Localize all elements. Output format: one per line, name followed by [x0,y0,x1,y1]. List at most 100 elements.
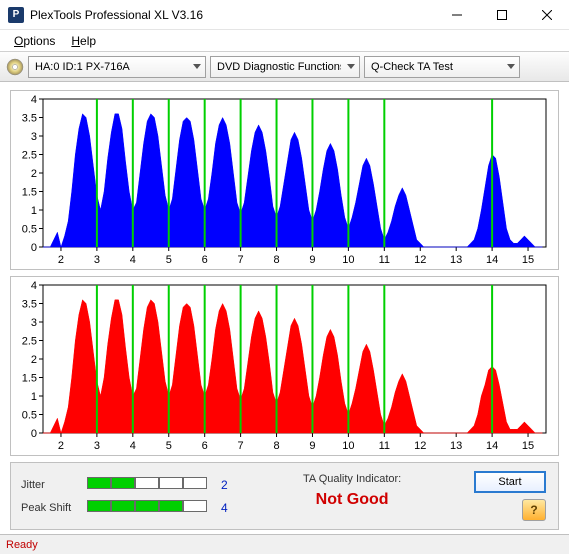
svg-text:0.5: 0.5 [22,224,37,236]
top-chart: 0 0.5 1 1.5 2 2.5 3 3.5 4 2 3 4 5 6 7 8 9 10 11 12 13 14 15 [11,91,556,269]
svg-text:0.5: 0.5 [22,410,37,422]
svg-text:14: 14 [486,440,498,452]
statusbar: Ready [0,534,569,554]
test-dropdown[interactable]: Q-Check TA Test [364,56,520,78]
chevron-down-icon [347,64,355,70]
svg-text:4: 4 [31,280,37,292]
close-button[interactable] [524,0,569,30]
svg-text:1.5: 1.5 [22,373,37,385]
svg-text:5: 5 [166,440,172,452]
ta-indicator-block: TA Quality Indicator: Not Good [303,473,401,509]
peak-shift-label: Peak Shift [21,502,79,514]
device-dropdown[interactable]: HA:0 ID:1 PX-716A [28,56,206,78]
svg-text:8: 8 [273,440,279,452]
svg-text:3: 3 [94,440,100,452]
titlebar: P PlexTools Professional XL V3.16 [0,0,569,30]
svg-text:2: 2 [58,254,64,266]
jitter-label: Jitter [21,479,79,491]
start-button[interactable]: Start [474,471,546,493]
svg-text:0: 0 [31,242,37,254]
svg-text:11: 11 [379,254,390,266]
disc-icon [6,58,24,76]
svg-text:10: 10 [342,254,354,266]
svg-text:9: 9 [309,254,315,266]
metrics-panel: Jitter 2 Peak Shift 4 TA Quality Indicat… [10,462,559,530]
svg-text:3: 3 [31,317,37,329]
svg-text:3: 3 [31,131,37,143]
svg-text:2: 2 [31,168,37,180]
svg-text:11: 11 [379,440,390,452]
svg-text:15: 15 [522,440,534,452]
bar-segment [111,500,135,512]
jitter-bars [87,477,207,492]
bar-segment [87,477,111,489]
svg-text:2.5: 2.5 [22,150,37,162]
svg-text:4: 4 [130,254,136,266]
svg-text:7: 7 [238,440,244,452]
window-title: PlexTools Professional XL V3.16 [30,8,434,22]
svg-text:13: 13 [450,254,462,266]
maximize-icon [497,10,507,20]
chevron-down-icon [507,64,515,70]
peak-shift-bars [87,500,207,515]
app-icon: P [8,7,24,23]
bar-segment [159,500,183,512]
menubar: Options Help [0,30,569,52]
svg-text:6: 6 [202,254,208,266]
svg-text:2: 2 [58,440,64,452]
menu-help-rest: elp [80,34,96,48]
svg-text:12: 12 [414,440,426,452]
svg-text:2: 2 [31,354,37,366]
svg-text:6: 6 [202,440,208,452]
ta-indicator-label: TA Quality Indicator: [303,473,401,485]
bar-segment [87,500,111,512]
svg-text:14: 14 [486,254,498,266]
ta-indicator-value: Not Good [303,491,401,509]
bar-segment [183,500,207,512]
test-dropdown-label: Q-Check TA Test [371,61,501,73]
minimize-icon [452,10,462,20]
help-button[interactable]: ? [522,499,546,521]
top-chart-panel: 0 0.5 1 1.5 2 2.5 3 3.5 4 2 3 4 5 6 7 8 9 10 11 12 13 14 15 [10,90,559,270]
minimize-button[interactable] [434,0,479,30]
svg-text:4: 4 [130,440,136,452]
menu-options[interactable]: Options [6,32,63,50]
status-text: Ready [6,539,38,551]
jitter-row: Jitter 2 [21,477,228,492]
svg-text:12: 12 [414,254,426,266]
toolbar: HA:0 ID:1 PX-716A DVD Diagnostic Functio… [0,52,569,82]
bottom-chart-panel: 00.511.522.533.5423456789101112131415 [10,276,559,456]
bar-segment [183,477,207,489]
svg-text:1: 1 [31,205,37,217]
function-dropdown[interactable]: DVD Diagnostic Functions [210,56,360,78]
svg-text:13: 13 [450,440,462,452]
peak-shift-value: 4 [221,501,228,515]
maximize-button[interactable] [479,0,524,30]
svg-text:15: 15 [522,254,534,266]
device-dropdown-label: HA:0 ID:1 PX-716A [35,61,187,73]
svg-text:2.5: 2.5 [22,336,37,348]
jitter-value: 2 [221,478,228,492]
svg-text:8: 8 [273,254,279,266]
svg-text:3: 3 [94,254,100,266]
svg-text:7: 7 [238,254,244,266]
function-dropdown-label: DVD Diagnostic Functions [217,61,341,73]
bar-segment [135,500,159,512]
svg-text:4: 4 [31,94,37,106]
svg-text:1.5: 1.5 [22,187,37,199]
chevron-down-icon [193,64,201,70]
bottom-chart: 00.511.522.533.5423456789101112131415 [11,277,556,455]
bar-segment [159,477,183,489]
menu-options-rest: ptions [23,34,55,48]
close-icon [542,10,552,20]
svg-text:3.5: 3.5 [22,299,37,311]
bar-segment [135,477,159,489]
svg-text:9: 9 [309,440,315,452]
metrics-block: Jitter 2 Peak Shift 4 [21,477,228,515]
svg-text:5: 5 [166,254,172,266]
peak-shift-row: Peak Shift 4 [21,500,228,515]
svg-text:0: 0 [31,428,37,440]
content-area: 00.511.522.533.5423456789101112131415 00… [0,82,569,534]
svg-text:3.5: 3.5 [22,113,37,125]
menu-help[interactable]: Help [63,32,104,50]
